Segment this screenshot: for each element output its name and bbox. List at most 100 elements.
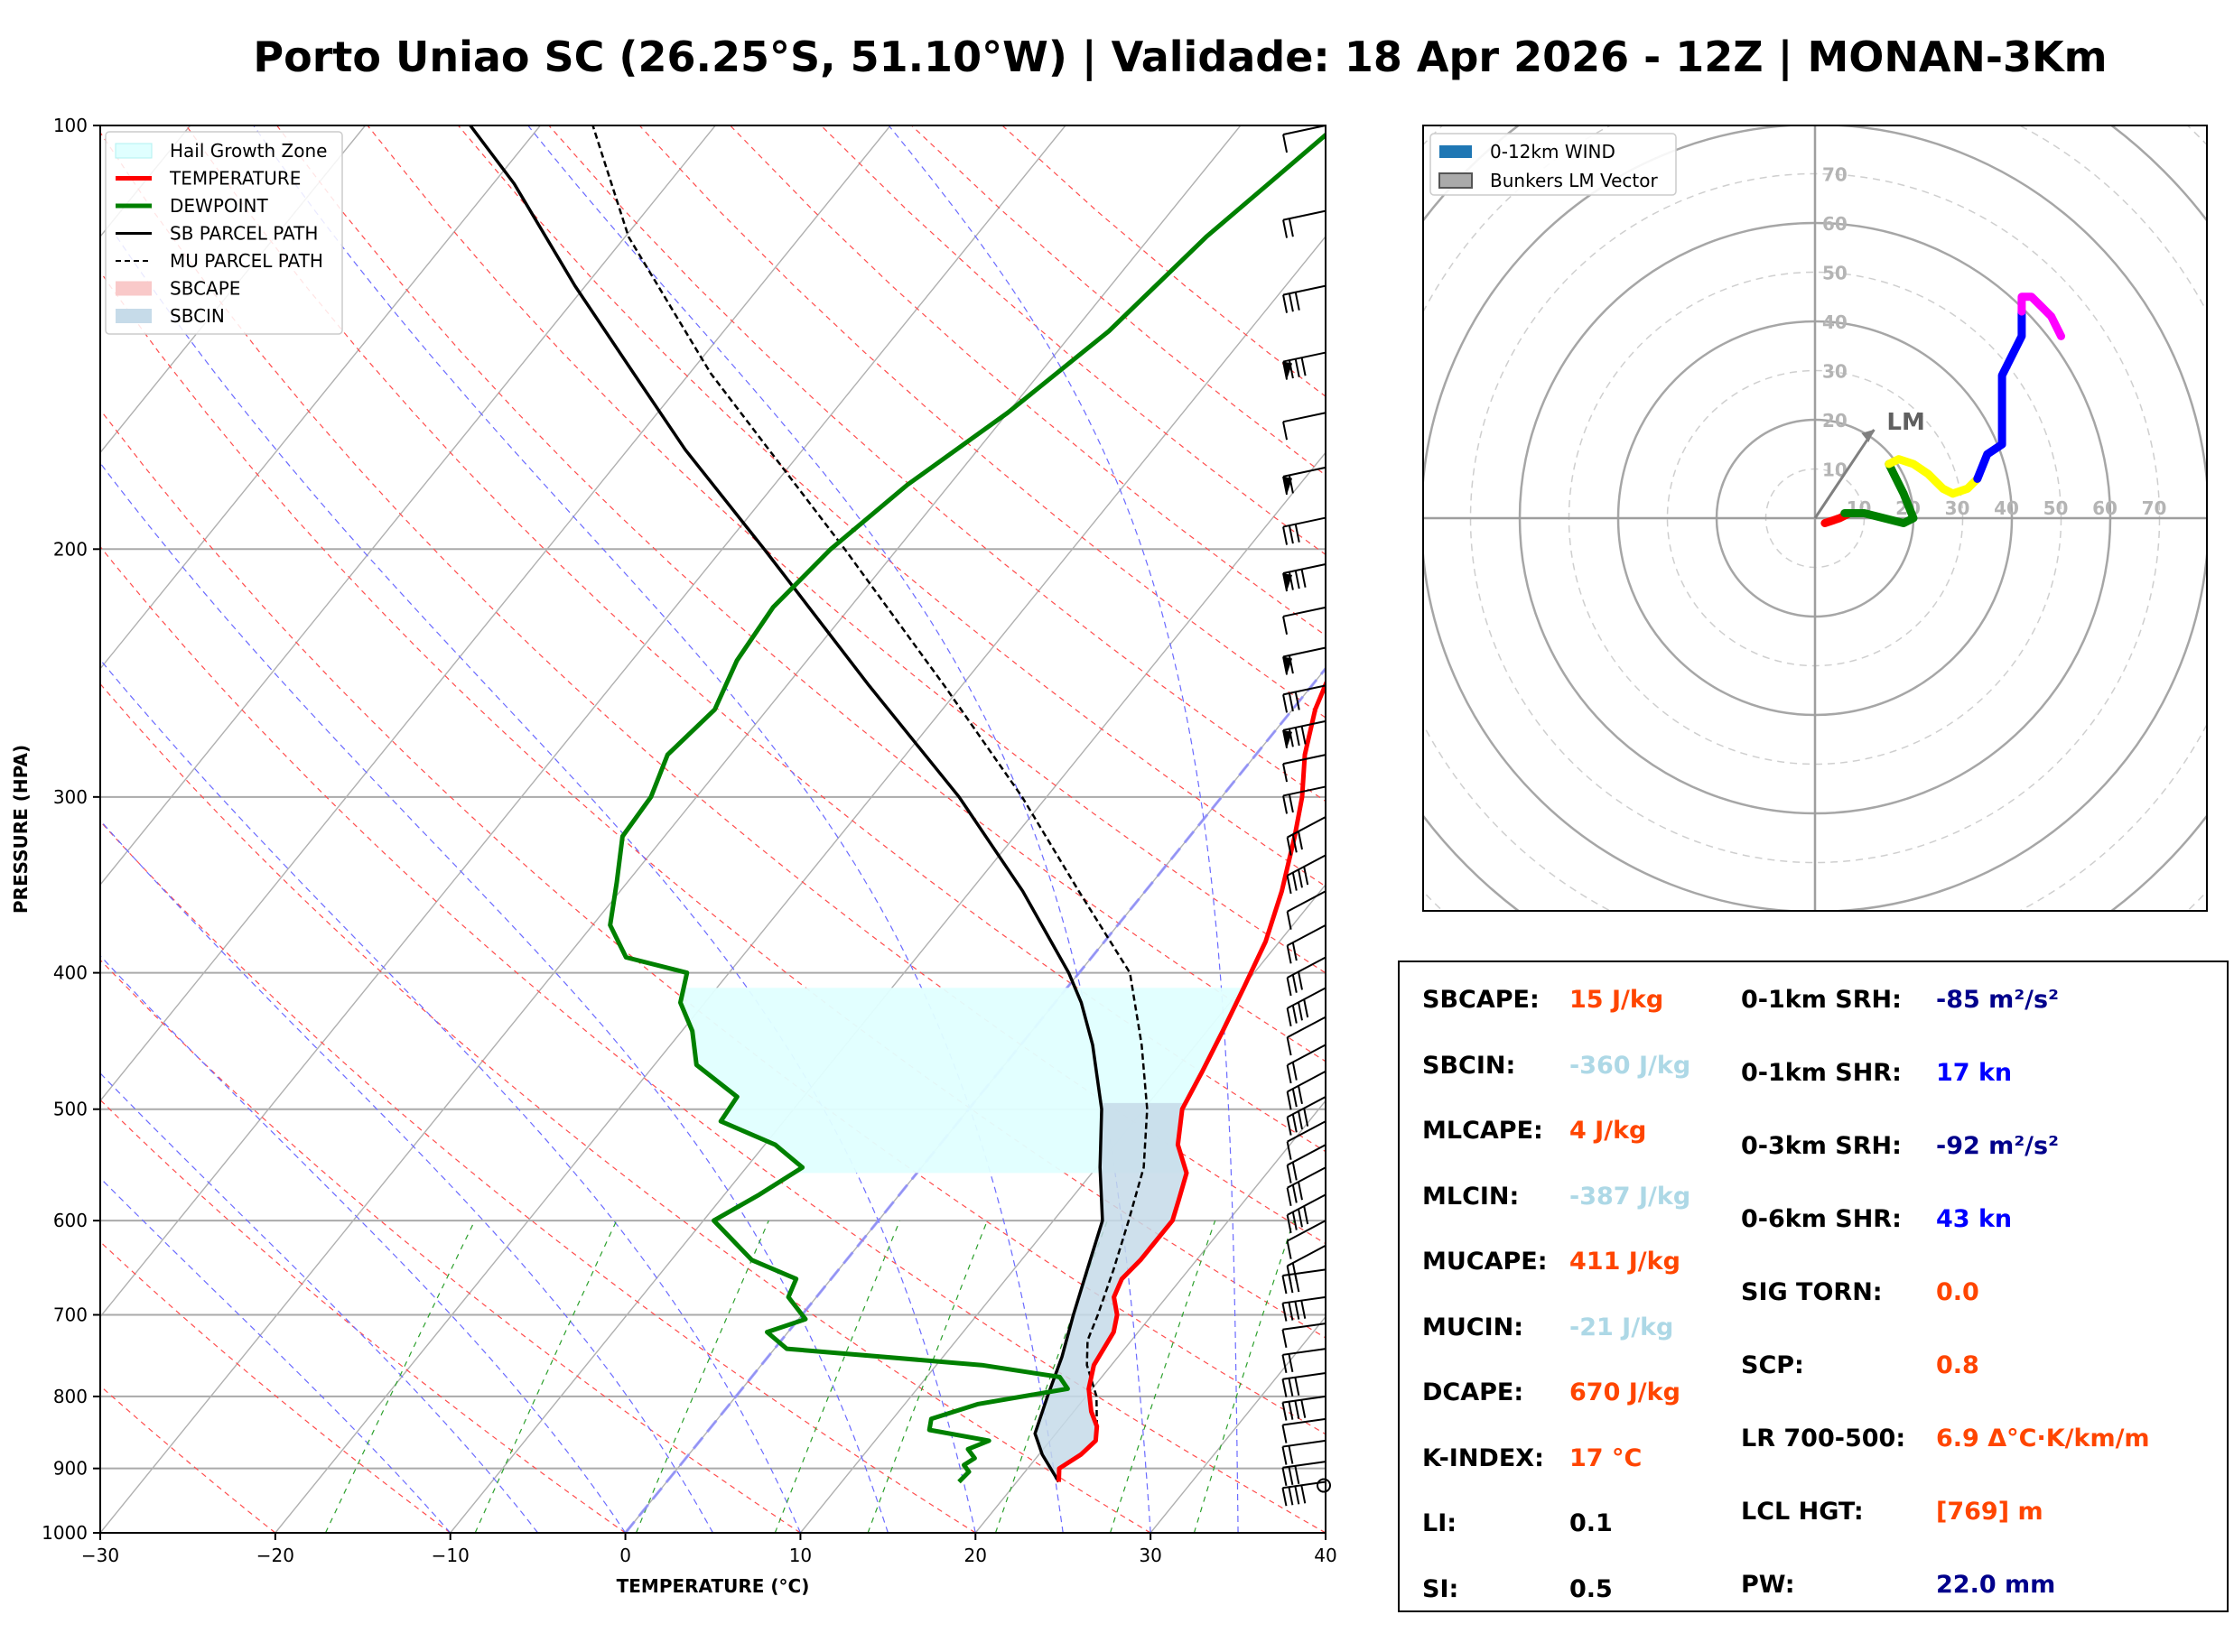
barb-flag [1286,1240,1292,1259]
barb-staff [1287,1016,1326,1038]
isotherm-line [100,125,367,454]
wind-barb [1282,606,1326,636]
wind-barb [1282,209,1326,238]
param-right-label: 0-3km SRH: [1741,1132,1902,1160]
wind-barb [1282,646,1326,675]
barb-flag [1294,691,1300,710]
barb-staff [1282,284,1326,296]
barb-flag [1303,998,1309,1018]
wind-barb [1286,1016,1326,1056]
y-tick-label: 300 [53,786,88,808]
legend-entry: SBCAPE [116,278,240,300]
wind-barb [1286,1120,1326,1160]
wind-barb [1282,785,1326,814]
param-left-value: 0.5 [1569,1574,1613,1603]
barb-staff [1287,1070,1326,1093]
param-right-label: 0-6km SHR: [1741,1205,1902,1233]
wind-barb [1286,987,1326,1027]
x-tick-label: 0 [619,1545,631,1566]
barb-flag [1288,1274,1294,1294]
dry-adiabat [100,545,1326,1533]
param-right-label: PW: [1741,1571,1795,1599]
barb-flag [1286,837,1292,856]
barb-flag [1291,974,1298,993]
dry-adiabat [100,682,1151,1533]
wind-barb [1281,1417,1326,1443]
y-tick-label: 600 [53,1210,88,1231]
dry-adiabat [100,1099,626,1533]
barb-flag [1294,292,1300,311]
mixing-ratio-line [635,1220,769,1533]
barb-pennant [1283,361,1293,380]
barb-staff [1287,1144,1326,1166]
barb-flag [1286,911,1292,930]
param-right-value: 43 kn [1936,1205,2013,1233]
barb-flag [1294,570,1300,589]
moist-adiabat [888,125,1239,1533]
legend-label: Hail Growth Zone [170,140,327,162]
barb-flag [1282,795,1289,814]
barb-flag [1294,1486,1300,1505]
dry-adiabat [100,408,1326,1435]
barb-flag [1294,1301,1300,1320]
wind-barb [1281,1323,1326,1348]
barb-flag [1294,1465,1300,1485]
isotherm-line [974,1100,1326,1533]
wind-barb [1286,1166,1326,1206]
wind-barb [1282,684,1326,713]
param-left-value: -21 J/kg [1569,1313,1674,1341]
moist-adiabat [527,125,1151,1533]
param-right-value: -92 m²/s² [1936,1132,2059,1160]
wind-barb [1286,1070,1326,1110]
barb-flag [1288,1353,1294,1373]
mixing-ratio-line [774,1220,901,1533]
x-tick-label: 20 [964,1545,987,1566]
moist-adiabat [253,125,1064,1533]
isotherm-line [100,125,1242,1533]
wind-barb [1286,1244,1326,1285]
param-right-label: SIG TORN: [1741,1278,1883,1306]
x-tick-label: 30 [1139,1545,1161,1566]
legend-entry: MU PARCEL PATH [116,250,323,272]
barb-flag [1286,1036,1292,1056]
barb-flag [1288,1487,1294,1506]
barb-flag [1288,1378,1294,1397]
barb-flag [1286,1214,1292,1234]
barb-flag [1297,1110,1303,1130]
isotherm-line [799,883,1326,1533]
y-tick-label: 900 [53,1458,88,1480]
y-tick-label: 700 [53,1304,88,1326]
barb-flag [1300,569,1307,588]
mu-parcel-line [591,125,1149,1427]
param-right-label: SCP: [1741,1351,1804,1379]
barb-staff [1287,1244,1326,1267]
barb-flag [1286,1007,1292,1027]
dry-adiabat [548,125,1326,803]
barb-staff [1282,412,1326,423]
barb-flag [1291,1005,1298,1024]
barb-pennant [1283,729,1293,748]
wind-barb [1286,1144,1326,1183]
wind-barb [1281,1348,1326,1374]
param-left-label: LI: [1422,1509,1457,1537]
barb-flag [1297,1002,1303,1021]
wind-barb [1282,719,1326,749]
barb-flag [1281,1354,1288,1374]
param-left-label: MUCIN: [1422,1313,1524,1341]
wind-barb [1286,1096,1326,1136]
isotherm-line [450,451,1326,1533]
barb-flag [1297,971,1303,990]
barb-flag [1294,727,1300,747]
barb-flag [1286,977,1292,997]
barb-staff [1287,1120,1326,1143]
legend-label: TEMPERATURE [169,168,301,190]
barb-flag [1294,1400,1300,1419]
y-tick-label: 1000 [42,1522,88,1544]
wind-barb [1286,1193,1326,1234]
wind-barb [1286,816,1326,856]
barb-flag [1288,1302,1294,1321]
barb-staff [1282,684,1326,696]
legend-swatch-sbcape [116,281,152,296]
barb-staff [1282,351,1326,363]
